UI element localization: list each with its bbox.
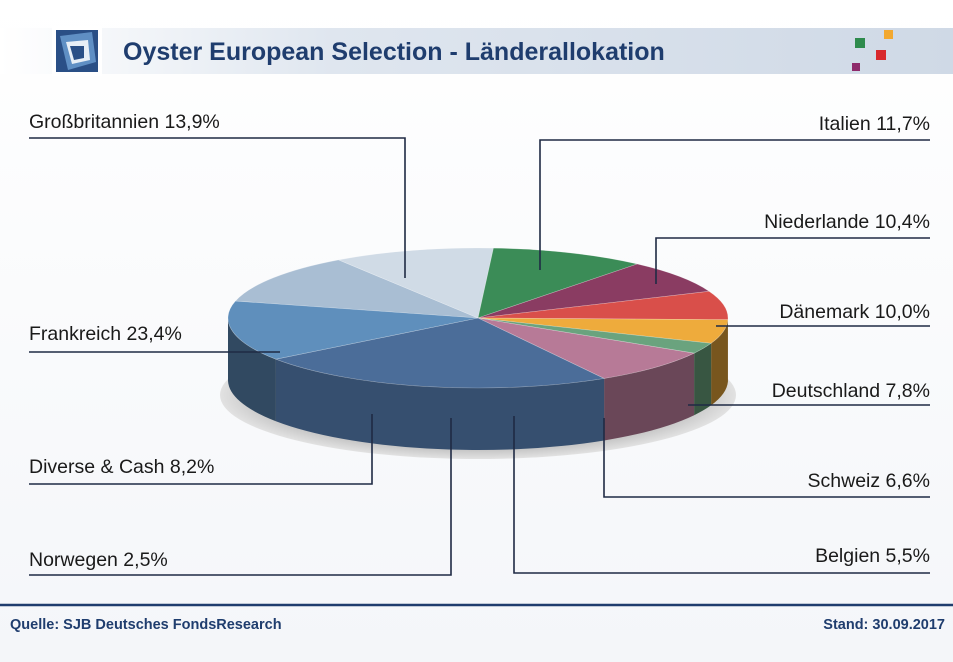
pie-slice-grossbritannien <box>227 300 479 360</box>
slice-label-diverse-cash: Diverse & Cash 8,2% <box>29 456 214 478</box>
page-title: Oyster European Selection - Länderalloka… <box>123 38 665 66</box>
pie-top <box>227 247 729 389</box>
pie-side-norwegen <box>694 343 712 416</box>
pie-slice-schweiz <box>477 291 729 320</box>
decorative-squares-icon <box>852 30 893 71</box>
pie-side-belgien <box>711 319 728 406</box>
slice-label-schweiz: Schweiz 6,6% <box>808 470 930 492</box>
pie-slice-italien <box>234 259 479 319</box>
slice-label-norwegen: Norwegen 2,5% <box>29 549 168 571</box>
footer-source: Quelle: SJB Deutsches FondsResearch <box>10 617 282 633</box>
slice-label-frankreich: Frankreich 23,4% <box>29 323 182 345</box>
leader-line-schweiz <box>603 418 930 498</box>
leader-line-belgien <box>513 416 930 574</box>
footer-date: Stand: 30.09.2017 <box>823 617 945 633</box>
pie-side-frankreich <box>275 359 605 451</box>
slice-label-belgien: Belgien 5,5% <box>815 545 930 567</box>
header-band <box>0 28 953 74</box>
pie-side-grossbritannien <box>228 318 276 422</box>
pie-side-diverse <box>604 353 695 441</box>
slice-label-daenemark: Dänemark 10,0% <box>779 301 930 323</box>
pie-sides <box>228 318 728 451</box>
slice-label-niederlande: Niederlande 10,4% <box>764 211 930 233</box>
pie-slice-diverse <box>477 317 696 379</box>
slice-label-deutschland: Deutschland 7,8% <box>772 380 930 402</box>
pie-slice-norwegen <box>477 317 712 354</box>
slice-label-grossbritannien: Großbritannien 13,9% <box>29 111 220 133</box>
logo <box>52 26 102 76</box>
pie-slice-deutschland <box>477 263 711 319</box>
leader-line-diverse-cash <box>29 414 373 485</box>
slice-label-italien: Italien 11,7% <box>819 113 930 135</box>
pie-slice-niederlande <box>337 247 494 319</box>
leader-lines <box>29 137 930 576</box>
pie-slice-belgien <box>477 317 729 344</box>
leader-line-grossbritannien <box>29 137 406 278</box>
pie-slice-frankreich <box>274 317 606 389</box>
leader-line-niederlande <box>655 237 930 284</box>
leader-line-italien <box>539 139 930 270</box>
pie-slice-daenemark <box>477 247 639 319</box>
leader-line-norwegen <box>29 418 452 576</box>
